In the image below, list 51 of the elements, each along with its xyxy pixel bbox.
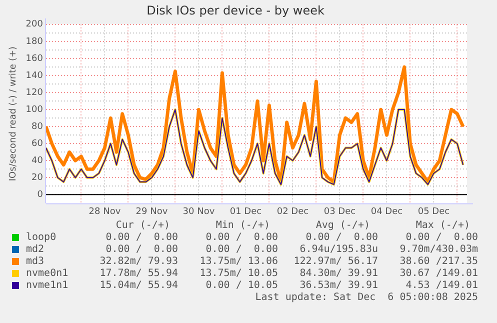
text: 0.00 / 0.00 <box>106 232 178 243</box>
y-tick-label: 200 <box>26 20 44 30</box>
y-tick-label: 100 <box>26 104 44 115</box>
y-tick-label: 40 <box>32 156 44 166</box>
text: 17.78m/ 55.94 <box>100 268 178 279</box>
text: 13.75m/ 10.05 <box>200 268 278 279</box>
x-tick-label: 28 Nov <box>88 206 122 217</box>
text: 38.60 /217.35 <box>400 256 478 267</box>
y-tick-label: 60 <box>32 138 44 149</box>
legend-label: md3 <box>26 256 44 267</box>
legend-label: nvme0n1 <box>26 268 68 279</box>
text: 36.53m/ 39.91 <box>300 280 378 291</box>
text: 4.53 /149.01 <box>406 280 478 291</box>
y-tick-label: 140 <box>26 70 44 81</box>
y-tick-label: 80 <box>32 122 44 132</box>
legend-label: loop0 <box>26 232 56 243</box>
text: 6.94u/195.83u <box>300 244 378 255</box>
text: 84.30m/ 39.91 <box>300 268 378 279</box>
x-tick-label: 04 Dec <box>370 206 403 217</box>
x-tick-label: 30 Nov <box>182 206 216 217</box>
text: Min (-/+) <box>216 220 270 231</box>
y-axis-title: IOs/second read (-) / write (+) <box>8 46 19 182</box>
chart-title: Disk IOs per device - by week <box>146 3 324 18</box>
text: 0.00 / 0.00 <box>306 232 378 243</box>
text: 30.67 /149.01 <box>400 268 478 279</box>
text: 0.00 / 0.00 <box>406 232 478 243</box>
legend-label: md2 <box>26 244 44 255</box>
y-tick-label: 20 <box>32 173 44 183</box>
text: Last update: Sat Dec 6 05:00:08 2025 <box>255 292 478 303</box>
x-tick-label: 01 Dec <box>230 206 262 217</box>
y-tick-label: 120 <box>26 88 44 98</box>
text: 32.82m/ 79.93 <box>100 256 178 267</box>
x-tick-label: 29 Nov <box>136 206 168 217</box>
text: 0.00 / 0.00 <box>206 232 278 243</box>
text: 0.00 / 0.00 <box>106 244 178 255</box>
text: Avg (-/+) <box>316 220 370 231</box>
text: 0.00 / 10.05 <box>206 280 278 291</box>
y-tick-label: 180 <box>26 36 44 47</box>
legend-label: nvme1n1 <box>26 280 68 291</box>
y-tick-label: 160 <box>26 54 44 64</box>
x-tick-label: 02 Dec <box>276 206 309 217</box>
y-tick-label: 0 <box>37 190 44 200</box>
text: Max (-/+) <box>416 220 470 231</box>
x-tick-label: 03 Dec <box>324 206 356 217</box>
text: 13.75m/ 13.06 <box>200 256 278 267</box>
text: 122.97m/ 56.17 <box>294 256 378 267</box>
x-tick-label: 05 Dec <box>418 206 450 217</box>
text: Cur (-/+) <box>116 220 170 231</box>
text: 0.00 / 0.00 <box>206 244 278 255</box>
text: 15.04m/ 55.94 <box>100 280 178 291</box>
text: 9.70m/430.03m <box>400 244 478 255</box>
